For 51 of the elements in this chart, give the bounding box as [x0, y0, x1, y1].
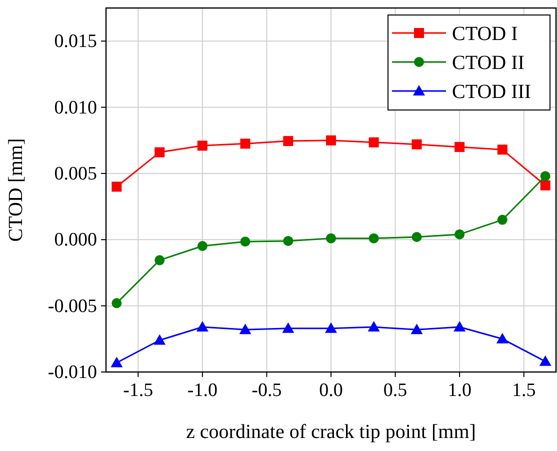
point	[540, 171, 550, 182]
x-tick-label: -1.5	[123, 380, 154, 401]
y-tick-label: 0.015	[54, 31, 97, 52]
y-tick-label: 0.005	[54, 163, 97, 184]
point	[368, 320, 380, 332]
point	[497, 214, 508, 225]
point	[154, 147, 165, 158]
y-axis-title: CTOD [mm]	[5, 138, 27, 242]
point	[326, 135, 336, 146]
point	[154, 334, 166, 345]
x-tick-label: 1.0	[448, 380, 472, 401]
point	[112, 182, 122, 192]
x-tick-label: 1.5	[512, 380, 536, 401]
x-tick-label: 0.5	[383, 380, 408, 401]
point	[410, 324, 423, 334]
point	[240, 236, 250, 247]
point	[454, 229, 465, 240]
point	[240, 138, 250, 149]
point	[497, 144, 508, 155]
point	[282, 322, 294, 333]
y-tick-label: -0.010	[48, 362, 97, 383]
legend-label: CTOD II	[452, 52, 524, 74]
point	[196, 320, 208, 332]
point	[197, 140, 208, 151]
point	[112, 298, 122, 308]
point	[496, 332, 508, 344]
point	[368, 137, 379, 148]
x-tick-label: -1.0	[187, 380, 218, 401]
point	[239, 324, 252, 334]
y-tick-label: -0.005	[48, 296, 97, 317]
x-tick-label: -0.5	[252, 380, 282, 401]
point	[326, 233, 336, 244]
legend-label: CTOD I	[452, 23, 518, 45]
y-tick-label: 0.010	[54, 97, 97, 118]
point	[454, 320, 466, 332]
point	[197, 240, 208, 251]
point	[454, 142, 465, 152]
point	[283, 136, 294, 146]
x-tick-label: 0.0	[319, 380, 343, 401]
point	[540, 180, 550, 190]
x-axis-title: z coordinate of crack tip point [mm]	[186, 421, 476, 443]
point	[283, 236, 294, 246]
point	[154, 255, 165, 266]
point	[539, 355, 552, 366]
point	[110, 356, 123, 368]
point	[412, 232, 422, 242]
point	[368, 233, 379, 244]
legend-label: CTOD III	[452, 81, 532, 103]
point	[325, 322, 337, 333]
y-tick-label: 0.000	[54, 230, 97, 251]
point	[412, 139, 422, 150]
